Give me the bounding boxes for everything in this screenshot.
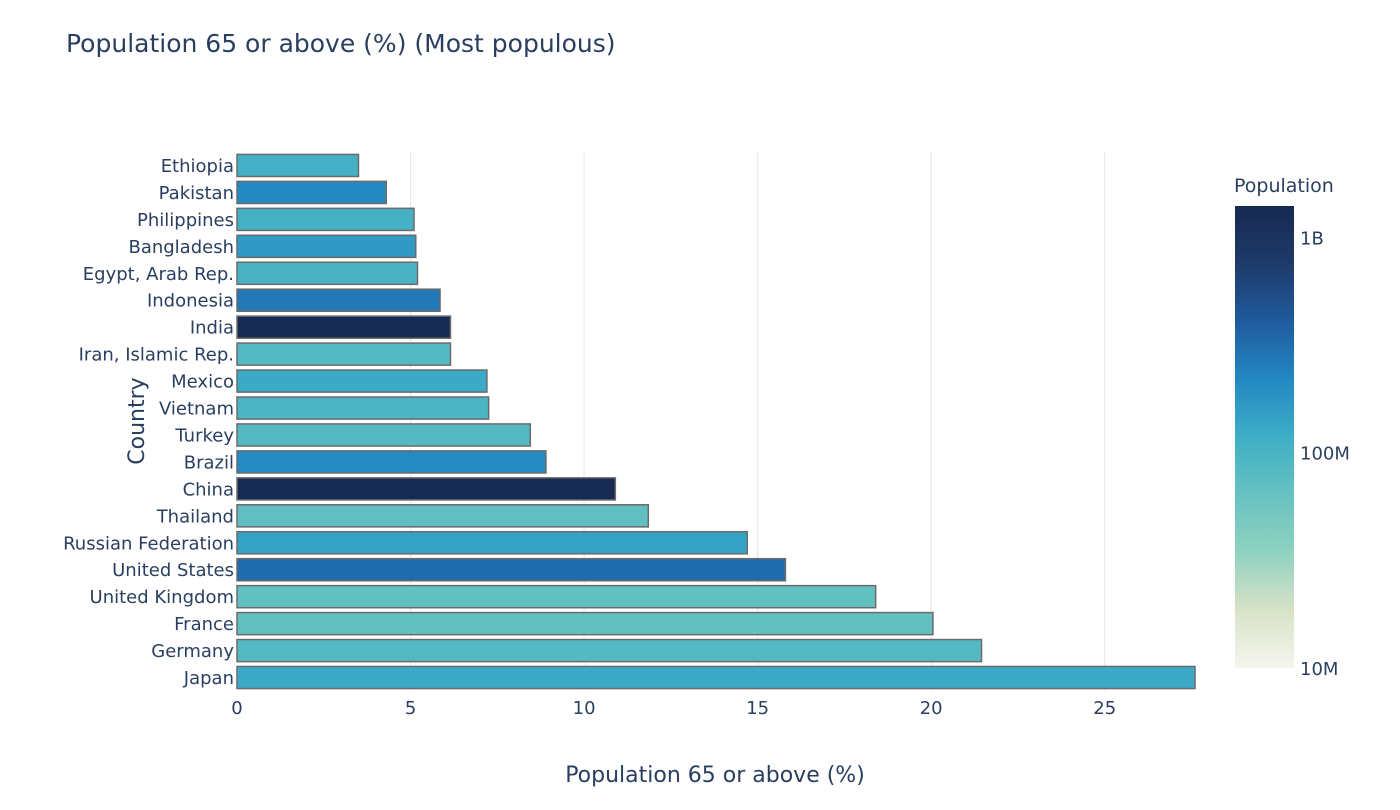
bar	[236, 450, 547, 474]
y-tick-label: Ethiopia	[161, 156, 234, 177]
bars	[236, 153, 1196, 690]
grid-lines	[410, 152, 1106, 691]
x-tick-label: 15	[746, 698, 769, 719]
x-tick-label: 10	[573, 698, 596, 719]
y-tick-label: Egypt, Arab Rep.	[83, 264, 234, 285]
y-tick-label: Vietnam	[159, 399, 234, 420]
y-tick-label: France	[174, 614, 234, 635]
bar	[236, 423, 532, 447]
bar	[236, 611, 934, 636]
x-tick-label: 5	[405, 698, 416, 719]
y-tick-label: Bangladesh	[128, 237, 234, 258]
y-tick-label: India	[190, 318, 234, 339]
bar	[236, 504, 650, 528]
y-tick-label: China	[183, 479, 234, 500]
y-tick-labels: Ethiopia Pakistan Philippines Bangladesh Egy…	[63, 156, 234, 689]
bar	[236, 638, 983, 663]
bar	[236, 180, 388, 205]
y-tick-label: Mexico	[171, 372, 234, 393]
bar	[236, 665, 1196, 690]
y-tick-label: Germany	[151, 641, 234, 662]
bar	[236, 207, 415, 232]
bar	[236, 315, 452, 339]
x-axis-title: Population 65 or above (%)	[565, 763, 865, 788]
colorbar-title: Population	[1234, 175, 1334, 197]
chart-title: Population 65 or above (%) (Most populou…	[66, 29, 616, 58]
bar	[236, 288, 441, 313]
x-tick-label: 25	[1093, 698, 1116, 719]
y-tick-label: Thailand	[156, 506, 234, 527]
y-tick-label: Philippines	[137, 210, 234, 231]
bar	[236, 234, 417, 259]
x-tick-label: 0	[231, 698, 242, 719]
y-tick-label: Pakistan	[159, 183, 234, 204]
colorbar-tick-label: 10M	[1300, 659, 1338, 680]
y-axis-title: Country	[125, 377, 150, 464]
colorbar-tick-labels: 1B 100M 10M	[1300, 228, 1350, 680]
bar	[236, 342, 452, 366]
bar	[236, 369, 488, 393]
y-tick-label: Japan	[183, 668, 234, 689]
y-tick-label: Turkey	[174, 425, 234, 446]
bar	[236, 477, 617, 501]
y-tick-label: United States	[112, 560, 234, 581]
colorbar-gradient	[1235, 206, 1294, 668]
x-tick-labels: 0 5 10 15 20 25	[231, 698, 1116, 719]
bar	[236, 584, 877, 609]
colorbar-tick-label: 1B	[1300, 228, 1324, 249]
bar	[236, 557, 787, 582]
bar	[236, 530, 748, 555]
colorbar-tick-label: 100M	[1300, 444, 1350, 465]
colorbar: Population 1B 100M 10M	[1234, 175, 1350, 680]
x-tick-label: 20	[920, 698, 943, 719]
bar	[236, 261, 419, 286]
y-tick-label: Indonesia	[147, 291, 234, 312]
y-tick-label: Brazil	[184, 452, 234, 473]
y-tick-label: Iran, Islamic Rep.	[79, 345, 234, 366]
bar	[236, 396, 490, 420]
y-tick-label: Russian Federation	[63, 533, 234, 554]
y-tick-label: United Kingdom	[90, 587, 234, 608]
bar	[236, 153, 360, 178]
